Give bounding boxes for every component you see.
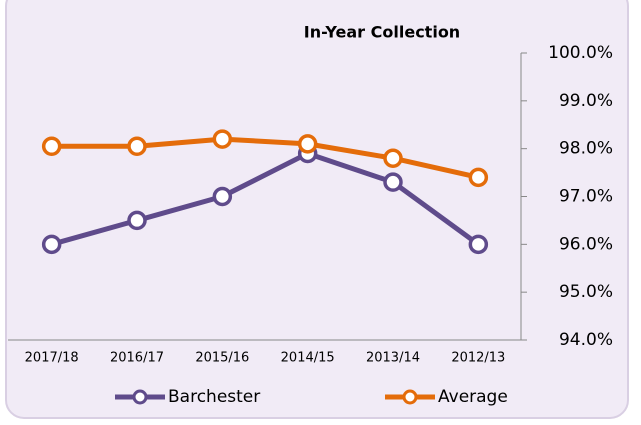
y-tick-label: 96.0% [559,234,613,254]
marker [383,172,403,192]
marker [468,234,489,255]
marker [212,186,233,207]
y-tick-label: 95.0% [559,282,613,302]
marker [127,136,147,157]
y-tick-label: 98.0% [559,139,613,159]
series-line [50,150,480,247]
y-tick-label: 99.0% [559,91,613,111]
panel [5,0,629,419]
legend-label: Average [438,387,508,407]
marker [297,134,318,154]
marker [468,167,489,188]
series-line [51,136,479,180]
marker [212,129,233,149]
marker [383,148,403,168]
legend-label: Barchester [168,387,260,407]
y-tick-label: 97.0% [559,187,613,207]
x-tick-label: 2012/13 [451,351,505,366]
marker [127,210,147,231]
x-tick-label: 2017/18 [25,351,79,366]
y-tick-label: 100.0% [548,43,613,63]
x-tick-label: 2016/17 [110,351,164,366]
chart-title: In-Year Collection [304,23,460,42]
legend-marker [402,389,418,405]
marker [41,136,62,157]
y-tick-label: 94.0% [559,330,613,350]
x-tick-label: 2014/15 [281,351,335,366]
x-tick-label: 2015/16 [195,351,249,366]
x-tick-label: 2013/14 [366,351,420,366]
marker [41,234,62,255]
legend-marker [132,389,148,405]
